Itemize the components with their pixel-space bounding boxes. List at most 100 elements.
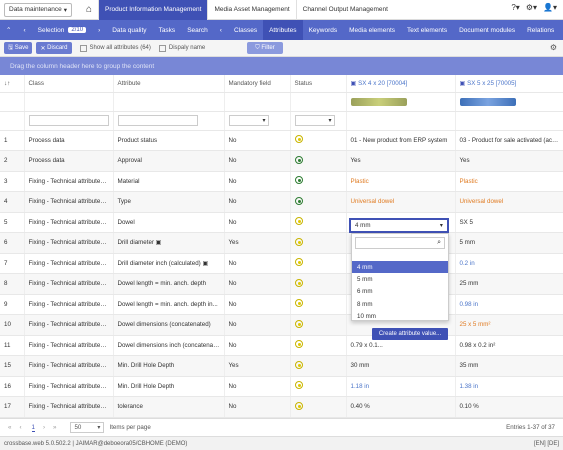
nav-text-elements[interactable]: Text elements [407, 26, 448, 34]
table-row[interactable]: 11 Fixing - Technical attributes ... Dowel… [0, 335, 563, 356]
dropdown-option[interactable]: 4 mm [352, 261, 448, 274]
mandatory-cell-text: No [228, 177, 237, 185]
product-1-value[interactable]: Plastic [346, 171, 456, 192]
tab-mam[interactable]: Media Asset Management [207, 0, 295, 20]
col-product-1[interactable]: ▣ SX 4 x 20 [70004] [346, 75, 456, 93]
product-2-value[interactable]: SX 5 [455, 212, 563, 233]
collapse-up-icon[interactable]: ⌃ [6, 27, 12, 34]
page-size-value: 50 [74, 424, 82, 431]
product-2-value[interactable]: Yes [455, 150, 563, 172]
col-product-2[interactable]: ▣ SX 5 x 25 [70005] [455, 75, 563, 93]
nav-relations[interactable]: Relations [527, 26, 555, 34]
product-2-value-text: 0.10 % [459, 403, 479, 411]
table-row[interactable]: 3 Fixing - Technical attributes ... Materi… [0, 171, 563, 192]
product-2-value[interactable]: 0.2 in [455, 253, 563, 274]
product-2-value[interactable]: 0.98 in [455, 294, 563, 315]
product-1-value[interactable]: 0.40 % [346, 396, 456, 418]
table-row[interactable]: 7 Fixing - Technical attributes ... Drill … [0, 253, 563, 274]
nav-attributes[interactable]: Attributes [263, 20, 303, 40]
table-row[interactable]: 9 Fixing - Technical attributes ... Dowel … [0, 294, 563, 315]
attribute-filter-input[interactable] [117, 115, 198, 126]
prev-page-icon[interactable]: ‹ [19, 424, 22, 431]
show-all-checkbox[interactable]: Show all attributes (64) [79, 44, 151, 52]
nav-search[interactable]: Search [187, 26, 208, 34]
product-1-value[interactable]: 30 mm [346, 355, 456, 377]
nav-media-elements[interactable]: Media elements [349, 26, 395, 34]
mandatory-cell-text: No [228, 341, 237, 349]
col-status[interactable]: Status [290, 75, 347, 93]
page-size-select[interactable]: 50 ▾ [70, 422, 105, 433]
current-page[interactable]: 1 [31, 423, 35, 432]
nav-prev2-icon[interactable]: ‹ [219, 26, 222, 34]
sort-icon[interactable]: ↓↑ [0, 75, 25, 93]
product-2-value-text: Plastic [459, 177, 478, 185]
dropdown-option[interactable]: 5 mm [357, 275, 373, 283]
help-icon[interactable]: ?▾ [511, 3, 520, 12]
table-row[interactable]: 10 Fixing - Technical attributes ... Dowel… [0, 314, 563, 336]
tab-com[interactable]: Channel Output Management [295, 0, 394, 20]
dropdown-option[interactable]: 6 mm [357, 288, 373, 296]
group-by-bar[interactable]: Drag the column header here to group the… [0, 57, 563, 75]
dropdown-option[interactable]: 8 mm [357, 300, 373, 308]
table-row[interactable]: 4 Fixing - Technical attributes ... Type No… [0, 191, 563, 213]
col-mandatory[interactable]: Mandatory field [224, 75, 291, 93]
table-row[interactable]: 2 Process data Approval No Yes Yes [0, 150, 563, 172]
nav-data-quality[interactable]: Data quality [112, 26, 147, 34]
product-1-value[interactable]: Universal dowel [346, 191, 456, 213]
mandatory-filter-select[interactable]: ▾ [228, 115, 269, 126]
dropdown-search-input[interactable]: ⌕ [355, 237, 445, 249]
last-page-icon[interactable]: » [53, 424, 57, 431]
product-2-value[interactable]: Plastic [455, 171, 563, 192]
product-2-value[interactable]: 0.10 % [455, 396, 563, 418]
gear-icon[interactable]: ⚙▾ [525, 3, 538, 12]
product-2-value[interactable]: Universal dowel [455, 191, 563, 213]
next-page-icon[interactable]: › [42, 424, 46, 431]
status-filter-select[interactable]: ▾ [294, 115, 335, 126]
selection-item[interactable]: Selection 2/10 [32, 20, 92, 40]
product-1-value[interactable]: Yes [346, 150, 456, 172]
table-row[interactable]: 18Fixing - Technical attributes ...Dowel… [0, 417, 563, 418]
product-1-value[interactable]: 0.79 x 0.1... [346, 335, 456, 356]
nav-prev-icon[interactable]: ‹ [23, 26, 26, 34]
table-row[interactable]: 17 Fixing - Technical attributes ... toler… [0, 396, 563, 418]
product-1-value[interactable]: 01 - New product from ERP system [346, 130, 456, 151]
create-attribute-value-button[interactable]: Create attribute value... [372, 328, 448, 340]
nav-next-icon[interactable]: › [98, 26, 101, 34]
table-row[interactable]: 8 Fixing - Technical attributes ... Dowel … [0, 273, 563, 295]
nav-document-modules[interactable]: Document modules [459, 26, 516, 34]
product-2-value[interactable]: 03 - Product for sale activated (acti... [455, 130, 563, 151]
col-class[interactable]: Class [24, 75, 114, 93]
language-switch[interactable]: [EN] [DE] [533, 440, 559, 447]
nav-keywords[interactable]: Keywords [308, 26, 338, 34]
table-row[interactable]: 16 Fixing - Technical attributes ... Min. … [0, 376, 563, 397]
class-filter-input[interactable] [28, 115, 109, 126]
column-settings-icon[interactable]: ⚙ [549, 43, 557, 52]
table-row[interactable]: 15 Fixing - Technical attributes ... Min. … [0, 355, 563, 377]
discard-button[interactable]: ✕ Discard [36, 42, 72, 54]
table-row[interactable]: 5 Fixing - Technical attributes ... Dowel N… [0, 212, 563, 233]
display-name-checkbox[interactable]: Dispaly name [158, 44, 205, 52]
col-attribute[interactable]: Attribute [113, 75, 225, 93]
first-page-icon[interactable]: « [8, 424, 12, 431]
workspace-select[interactable]: Data maintenance ▾ [4, 2, 72, 17]
dropdown-option[interactable]: 10 mm [357, 312, 376, 320]
filter-button[interactable]: ⛉ Filter [247, 42, 283, 54]
product-2-value[interactable]: 5 mm [455, 232, 563, 254]
table-row[interactable]: 1 Process data Product status No 01 - New pr… [0, 130, 563, 151]
product-2-value[interactable]: 25 x 5 mm² [455, 314, 563, 336]
product-1-value[interactable]: 1.18 in [346, 376, 456, 397]
product-2-value[interactable]: 35 mm [455, 355, 563, 377]
tab-pim[interactable]: Product Information Management [98, 0, 208, 20]
nav-classes[interactable]: Classes [233, 26, 258, 34]
nav-tasks[interactable]: Tasks [158, 26, 176, 34]
home-icon[interactable]: ⌂ [85, 4, 93, 15]
save-button[interactable]: 🖫 Save [4, 42, 33, 54]
product-2-value[interactable]: 1.38 in [455, 376, 563, 397]
mandatory-cell-text: No [228, 198, 237, 206]
table-row[interactable]: 6 Fixing - Technical attributes ... Drill … [0, 232, 563, 254]
product-1-value[interactable]: 20 mm [346, 417, 456, 418]
user-icon[interactable]: 👤▾ [543, 3, 557, 12]
drill-diameter-select[interactable]: 4 mm ▾ [349, 218, 449, 233]
product-2-value[interactable]: 25 mm [455, 273, 563, 295]
product-2-value[interactable]: 0.98 x 0.2 in² [455, 335, 563, 356]
